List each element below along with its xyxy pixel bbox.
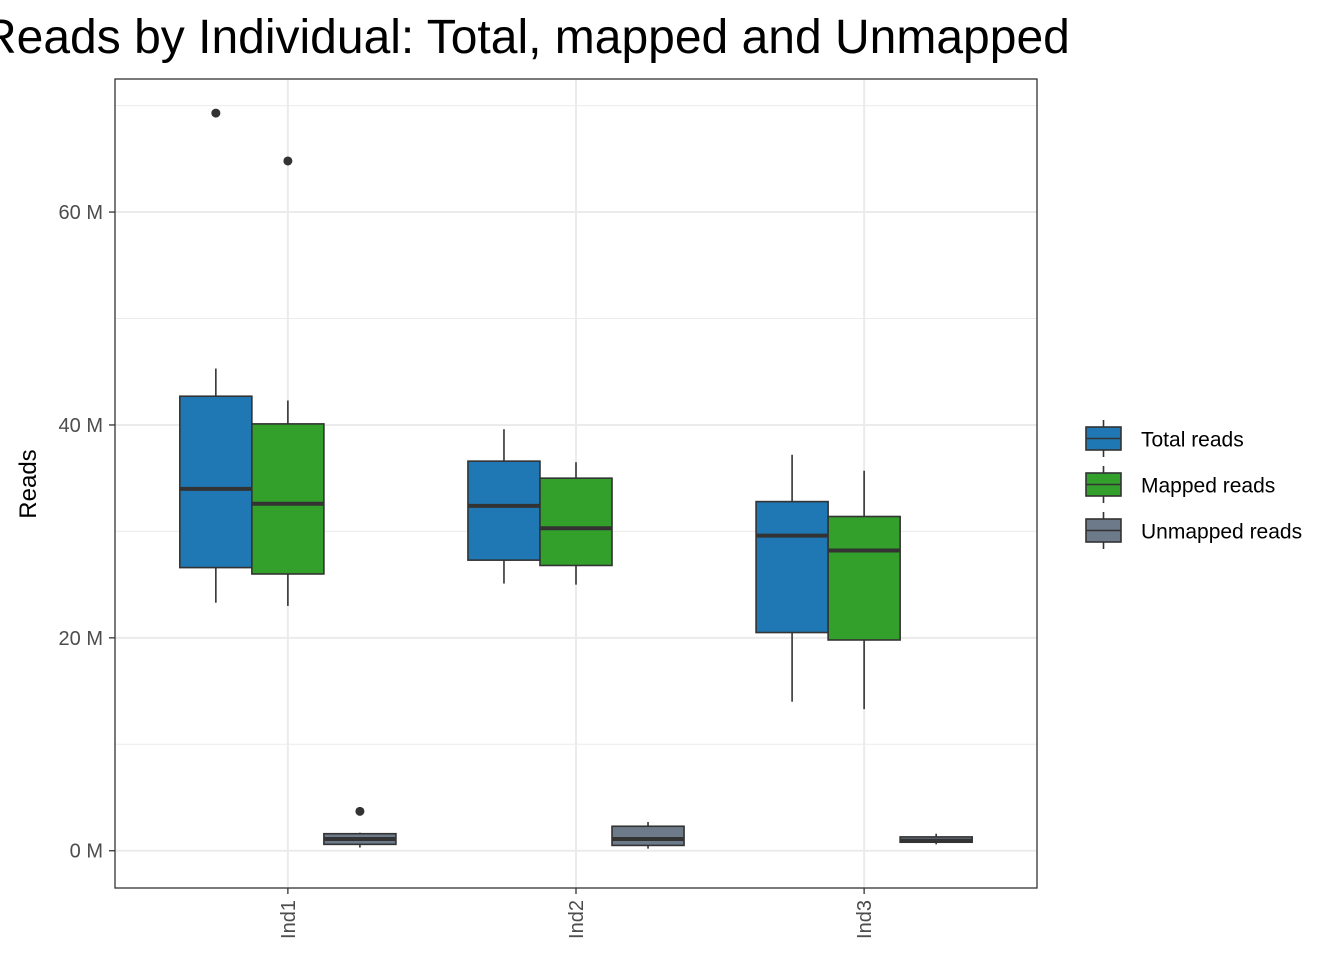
box-ind2-unmapped-reads bbox=[611, 822, 685, 849]
legend: Total reads Mapped reads Unmapped reads bbox=[1085, 420, 1302, 549]
boxes-layer bbox=[179, 108, 973, 849]
box-iqr bbox=[755, 500, 829, 634]
box-iqr bbox=[539, 477, 613, 567]
y-tick-label: 20 M bbox=[59, 628, 103, 650]
legend-item-mapped-reads: Mapped reads bbox=[1085, 466, 1275, 503]
box-iqr bbox=[827, 515, 901, 641]
box-ind3-mapped-reads bbox=[827, 470, 901, 710]
axes-layer: 0 M 20 M 40 M 60 M Ind1 Ind2 Ind3 bbox=[59, 202, 877, 939]
box-ind1-total-reads bbox=[179, 108, 253, 603]
legend-label: Mapped reads bbox=[1141, 475, 1275, 498]
box-ind3-total-reads bbox=[755, 454, 829, 702]
x-tick-label: Ind1 bbox=[278, 900, 300, 939]
outlier-point bbox=[283, 156, 293, 166]
y-tick-label: 0 M bbox=[70, 841, 103, 863]
box-iqr bbox=[251, 423, 325, 575]
legend-label: Unmapped reads bbox=[1141, 521, 1302, 544]
outlier-point bbox=[211, 108, 221, 118]
box-ind1-mapped-reads bbox=[251, 156, 325, 606]
box-ind1-unmapped-reads bbox=[323, 806, 397, 848]
box-ind3-unmapped-reads bbox=[899, 833, 973, 845]
legend-item-unmapped-reads: Unmapped reads bbox=[1085, 512, 1302, 549]
box-ind2-mapped-reads bbox=[539, 462, 613, 585]
legend-label: Total reads bbox=[1141, 429, 1244, 452]
outlier-point bbox=[355, 806, 365, 816]
box-iqr bbox=[611, 825, 685, 847]
x-tick-label: Ind3 bbox=[854, 900, 876, 939]
y-tick-label: 60 M bbox=[59, 202, 103, 224]
legend-item-total-reads: Total reads bbox=[1085, 420, 1244, 457]
x-tick-label: Ind2 bbox=[566, 900, 588, 939]
y-tick-label: 40 M bbox=[59, 415, 103, 437]
chart-title: Reads by Individual: Total, mapped and U… bbox=[0, 11, 1070, 64]
box-iqr bbox=[179, 395, 253, 569]
box-ind2-total-reads bbox=[467, 429, 541, 584]
y-axis-title: Reads bbox=[15, 449, 42, 518]
box-iqr bbox=[467, 460, 541, 561]
